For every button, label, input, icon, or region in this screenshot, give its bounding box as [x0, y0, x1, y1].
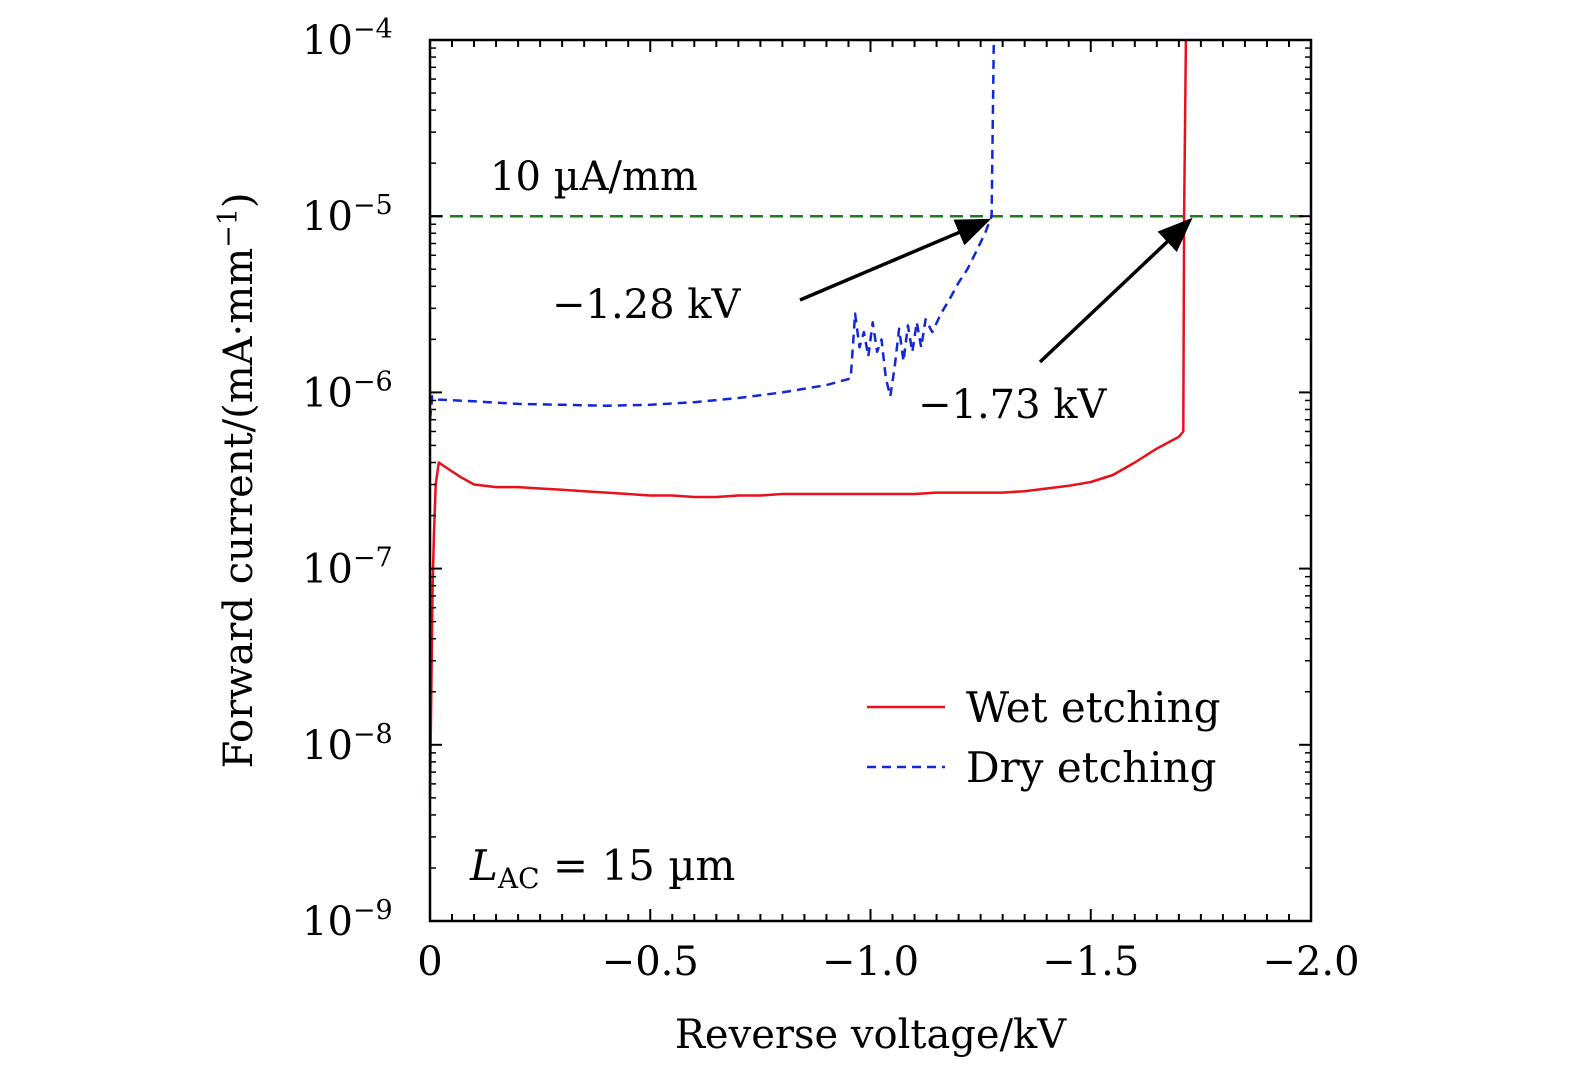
threshold-label: 10 µA/mm: [490, 154, 698, 200]
y-tick-base: 10: [302, 370, 353, 416]
y-tick-base: 10: [302, 18, 353, 64]
annotation-wet-breakdown: −1.73 kV: [918, 382, 1108, 428]
x-tick-label: 0: [417, 939, 442, 985]
series-wet-etching: [428, 39, 1188, 798]
y-tick-exponent: −4: [353, 14, 393, 45]
x-tick-label: −1.5: [1042, 939, 1139, 985]
legend-label-wet-etching: Wet etching: [966, 683, 1221, 732]
y-axis-label: Forward current/(mA·mm−1): [213, 192, 262, 768]
annotation-dry-breakdown: −1.28 kV: [552, 282, 742, 328]
y-tick-exponent: −8: [353, 719, 393, 750]
y-tick-exponent: −9: [353, 895, 393, 926]
arrow-wet-breakdown: [1038, 217, 1193, 364]
y-tick-label: 10−5: [302, 190, 393, 240]
y-tick-label: 10−4: [302, 14, 393, 64]
y-tick-base: 10: [302, 547, 353, 593]
annotation-arrows: [799, 217, 1193, 364]
y-axis-label-exponent: −1: [213, 208, 244, 248]
y-tick-label: 10−9: [302, 895, 393, 945]
x-tick-label: −0.5: [602, 939, 699, 985]
y-tick-base: 10: [302, 723, 353, 769]
inset-label-subscript: AC: [497, 862, 540, 895]
legend: Wet etching Dry etching: [867, 683, 1221, 792]
y-tick-exponent: −6: [353, 366, 393, 397]
series-dry-etching: [428, 39, 996, 420]
x-axis-label: Reverse voltage/kV: [675, 1012, 1067, 1058]
inset-label-symbol: L: [469, 841, 498, 890]
inset-label: LAC = 15 µm: [469, 841, 735, 895]
x-tick-label: −1.0: [822, 939, 919, 985]
y-axis-label-main: Forward current/(mA·mm: [216, 248, 262, 769]
series-layer: [428, 39, 1188, 798]
axis-ticks: 0 −0.5 −1.0 −1.5 −2.010−410−510−610−710−810−…: [302, 14, 1360, 985]
legend-label-dry-etching: Dry etching: [966, 743, 1217, 792]
y-tick-base: 10: [302, 194, 353, 240]
y-tick-label: 10−8: [302, 719, 393, 769]
x-tick-label: −2.0: [1262, 939, 1359, 985]
y-axis-label-close: ): [216, 192, 262, 208]
inset-label-value: = 15 µm: [540, 841, 736, 890]
y-tick-label: 10−6: [302, 366, 393, 416]
arrow-dry-breakdown: [799, 218, 992, 302]
y-tick-exponent: −5: [353, 190, 393, 221]
y-tick-exponent: −7: [353, 543, 393, 574]
y-tick-label: 10−7: [302, 543, 393, 593]
y-tick-base: 10: [302, 899, 353, 945]
